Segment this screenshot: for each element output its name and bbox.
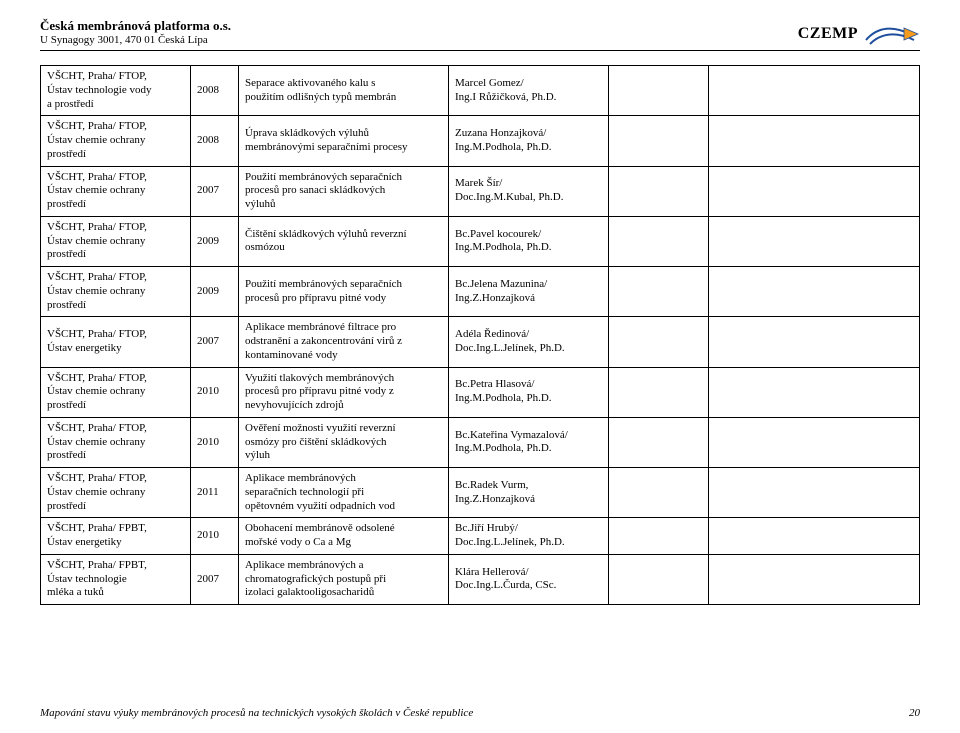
- empty-cell: [709, 554, 920, 604]
- year-cell: 2007: [191, 317, 239, 367]
- title-cell: Aplikace membránovýchseparačních technol…: [239, 468, 449, 518]
- title-cell: Aplikace membránové filtrace proodstraně…: [239, 317, 449, 367]
- empty-cell: [709, 518, 920, 555]
- empty-cell: [709, 216, 920, 266]
- empty-cell: [609, 116, 709, 166]
- empty-cell: [709, 267, 920, 317]
- institution-cell: VŠCHT, Praha/ FTOP,Ústav chemie ochranyp…: [41, 216, 191, 266]
- author-cell: Marek Šír/Doc.Ing.M.Kubal, Ph.D.: [449, 166, 609, 216]
- table-row: VŠCHT, Praha/ FTOP,Ústav chemie ochranyp…: [41, 267, 920, 317]
- title-cell: Aplikace membránových achromatografickýc…: [239, 554, 449, 604]
- year-cell: 2009: [191, 267, 239, 317]
- publications-table: VŠCHT, Praha/ FTOP,Ústav technologie vod…: [40, 65, 920, 605]
- year-cell: 2007: [191, 554, 239, 604]
- institution-cell: VŠCHT, Praha/ FTOP,Ústav chemie ochranyp…: [41, 166, 191, 216]
- table-row: VŠCHT, Praha/ FTOP,Ústav chemie ochranyp…: [41, 116, 920, 166]
- institution-cell: VŠCHT, Praha/ FTOP,Ústav technologie vod…: [41, 66, 191, 116]
- author-cell: Bc.Radek Vurm,Ing.Z.Honzajková: [449, 468, 609, 518]
- empty-cell: [609, 216, 709, 266]
- institution-cell: VŠCHT, Praha/ FTOP,Ústav chemie ochranyp…: [41, 367, 191, 417]
- title-cell: Použití membránových separačníchprocesů …: [239, 267, 449, 317]
- empty-cell: [609, 267, 709, 317]
- title-cell: Ověření možnosti využití reverzníosmózy …: [239, 417, 449, 467]
- author-cell: Bc.Petra Hlasová/Ing.M.Podhola, Ph.D.: [449, 367, 609, 417]
- year-cell: 2011: [191, 468, 239, 518]
- table-row: VŠCHT, Praha/ FTOP,Ústav chemie ochranyp…: [41, 216, 920, 266]
- institution-cell: VŠCHT, Praha/ FPBT,Ústav technologiemlék…: [41, 554, 191, 604]
- title-cell: Úprava skládkových výluhůmembránovými se…: [239, 116, 449, 166]
- empty-cell: [609, 166, 709, 216]
- institution-cell: VŠCHT, Praha/ FTOP,Ústav chemie ochranyp…: [41, 267, 191, 317]
- author-cell: Klára Hellerová/Doc.Ing.L.Čurda, CSc.: [449, 554, 609, 604]
- title-cell: Použití membránových separačníchprocesů …: [239, 166, 449, 216]
- author-cell: Bc.Jiří Hrubý/Doc.Ing.L.Jelínek, Ph.D.: [449, 518, 609, 555]
- year-cell: 2008: [191, 66, 239, 116]
- table-row: VŠCHT, Praha/ FTOP,Ústav technologie vod…: [41, 66, 920, 116]
- org-name: Česká membránová platforma o.s.: [40, 18, 231, 34]
- author-cell: Adéla Ředinová/Doc.Ing.L.Jelínek, Ph.D.: [449, 317, 609, 367]
- year-cell: 2009: [191, 216, 239, 266]
- empty-cell: [709, 417, 920, 467]
- empty-cell: [609, 468, 709, 518]
- title-cell: Využití tlakových membránovýchprocesů pr…: [239, 367, 449, 417]
- title-cell: Čištění skládkových výluhů reverzníosmóz…: [239, 216, 449, 266]
- table-row: VŠCHT, Praha/ FTOP,Ústav chemie ochranyp…: [41, 367, 920, 417]
- empty-cell: [609, 518, 709, 555]
- logo-text: CZEMP: [798, 25, 858, 43]
- page-footer: Mapování stavu výuky membránových proces…: [40, 707, 920, 719]
- empty-cell: [609, 417, 709, 467]
- title-cell: Obohacení membránově odsolenémořské vody…: [239, 518, 449, 555]
- institution-cell: VŠCHT, Praha/ FTOP,Ústav chemie ochranyp…: [41, 468, 191, 518]
- table-row: VŠCHT, Praha/ FPBT,Ústav energetiky2010O…: [41, 518, 920, 555]
- table-row: VŠCHT, Praha/ FTOP,Ústav chemie ochranyp…: [41, 468, 920, 518]
- org-block: Česká membránová platforma o.s. U Synago…: [40, 18, 231, 47]
- author-cell: Marcel Gomez/Ing.I Růžičková, Ph.D.: [449, 66, 609, 116]
- year-cell: 2010: [191, 417, 239, 467]
- author-cell: Bc.Kateřina Vymazalová/Ing.M.Podhola, Ph…: [449, 417, 609, 467]
- institution-cell: VŠCHT, Praha/ FTOP,Ústav chemie ochranyp…: [41, 116, 191, 166]
- empty-cell: [709, 468, 920, 518]
- author-cell: Zuzana Honzajková/Ing.M.Podhola, Ph.D.: [449, 116, 609, 166]
- year-cell: 2008: [191, 116, 239, 166]
- empty-cell: [709, 317, 920, 367]
- page: Česká membránová platforma o.s. U Synago…: [0, 0, 960, 733]
- logo: CZEMP: [798, 18, 920, 48]
- author-cell: Bc.Jelena Mazunina/Ing.Z.Honzajková: [449, 267, 609, 317]
- logo-swoosh-icon: [864, 20, 920, 48]
- table-row: VŠCHT, Praha/ FPBT,Ústav technologiemlék…: [41, 554, 920, 604]
- institution-cell: VŠCHT, Praha/ FPBT,Ústav energetiky: [41, 518, 191, 555]
- org-address: U Synagogy 3001, 470 01 Česká Lípa: [40, 34, 231, 47]
- year-cell: 2010: [191, 367, 239, 417]
- title-cell: Separace aktivovaného kalu spoužitím odl…: [239, 66, 449, 116]
- author-cell: Bc.Pavel kocourek/Ing.M.Podhola, Ph.D.: [449, 216, 609, 266]
- institution-cell: VŠCHT, Praha/ FTOP,Ústav chemie ochranyp…: [41, 417, 191, 467]
- footer-text: Mapování stavu výuky membránových proces…: [40, 707, 473, 719]
- institution-cell: VŠCHT, Praha/ FTOP,Ústav energetiky: [41, 317, 191, 367]
- year-cell: 2010: [191, 518, 239, 555]
- empty-cell: [709, 166, 920, 216]
- empty-cell: [609, 554, 709, 604]
- empty-cell: [709, 367, 920, 417]
- page-number: 20: [909, 707, 920, 719]
- empty-cell: [609, 317, 709, 367]
- year-cell: 2007: [191, 166, 239, 216]
- table-row: VŠCHT, Praha/ FTOP,Ústav chemie ochranyp…: [41, 417, 920, 467]
- table-row: VŠCHT, Praha/ FTOP,Ústav chemie ochranyp…: [41, 166, 920, 216]
- page-header: Česká membránová platforma o.s. U Synago…: [40, 18, 920, 51]
- empty-cell: [609, 367, 709, 417]
- empty-cell: [609, 66, 709, 116]
- empty-cell: [709, 66, 920, 116]
- table-row: VŠCHT, Praha/ FTOP,Ústav energetiky2007A…: [41, 317, 920, 367]
- empty-cell: [709, 116, 920, 166]
